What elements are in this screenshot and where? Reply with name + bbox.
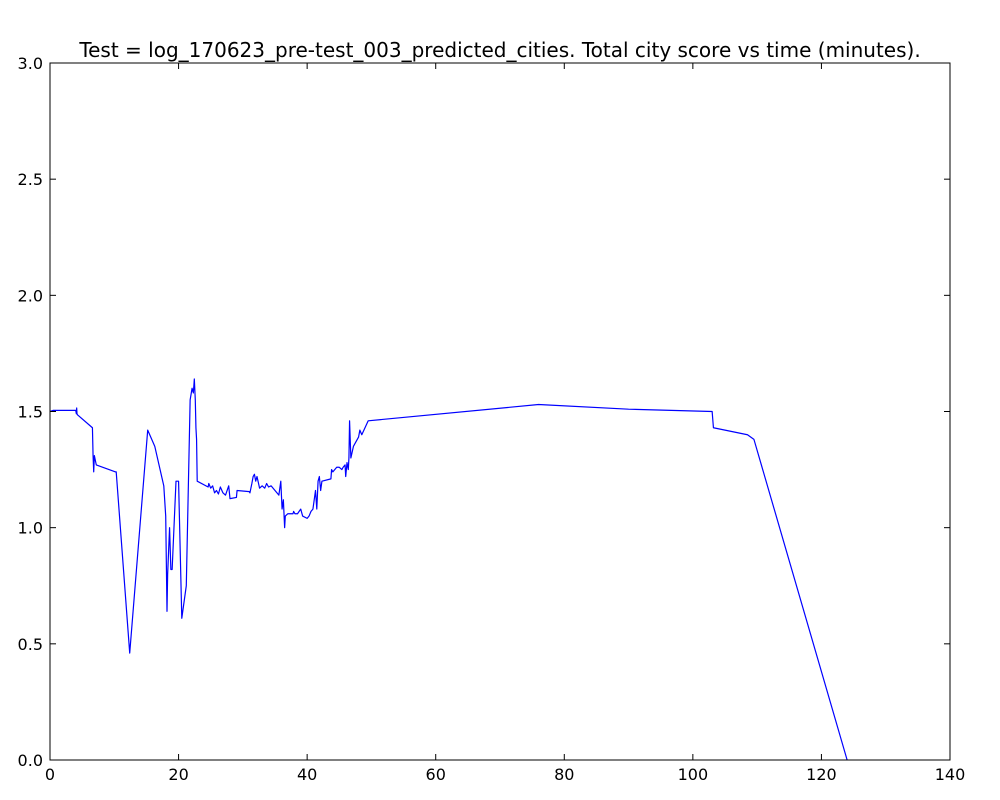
series-line-0 [50,378,848,760]
x-tick-label: 40 [297,765,317,784]
x-tick-label: 20 [168,765,188,784]
chart-title: Test = log_170623_pre-test_003_predicted… [78,38,920,62]
x-tick-label: 60 [426,765,446,784]
y-tick-label: 3.0 [18,54,43,73]
y-tick-label: 1.0 [18,519,43,538]
plot-area-frame [49,62,951,761]
y-tick-label: 2.0 [18,286,43,305]
x-tick-label: 120 [806,765,837,784]
y-tick-label: 2.5 [18,170,43,189]
x-tick-label: 100 [678,765,709,784]
x-tick-label: 0 [45,765,55,784]
y-tick-label: 1.5 [18,403,43,422]
x-tick-label: 140 [935,765,966,784]
y-tick-label: 0.0 [18,751,43,770]
y-tick-label: 0.5 [18,635,43,654]
x-tick-label: 80 [554,765,574,784]
